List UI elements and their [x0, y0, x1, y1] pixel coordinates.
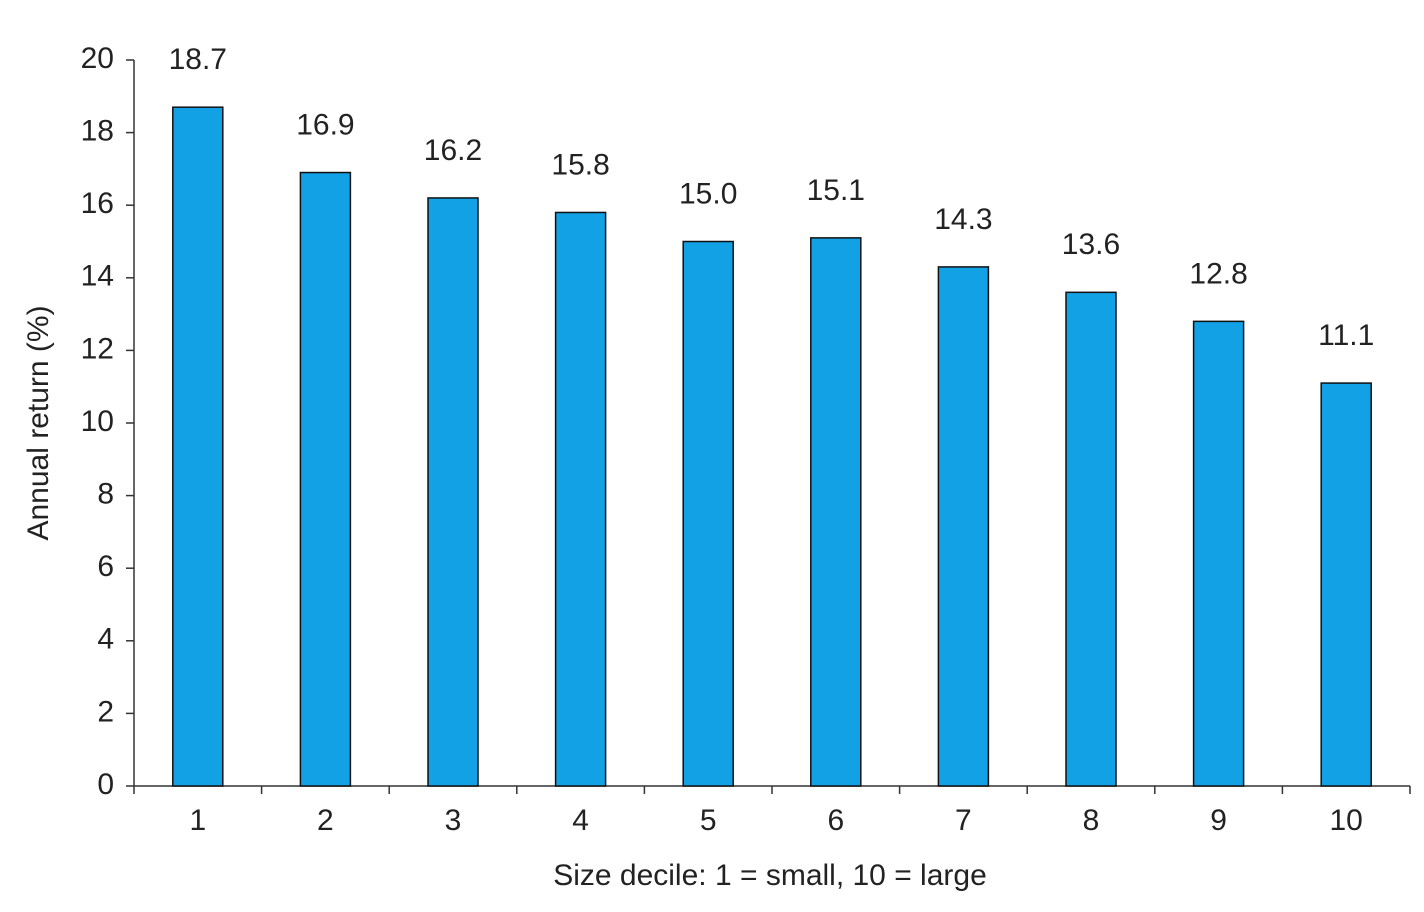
bar — [172, 106, 224, 787]
bar — [1192, 320, 1245, 787]
y-tick-label: 2 — [97, 695, 114, 728]
value-label: 16.9 — [296, 108, 354, 141]
value-label: 12.8 — [1189, 257, 1247, 290]
x-tick-label: 4 — [572, 804, 589, 837]
y-tick-label: 18 — [81, 115, 114, 148]
x-tick-label: 7 — [955, 804, 972, 837]
x-tick-label: 5 — [700, 804, 717, 837]
value-label: 15.8 — [551, 148, 609, 181]
bar — [427, 197, 479, 787]
value-label: 18.7 — [169, 43, 227, 76]
x-axis-label: Size decile: 1 = small, 10 = large — [553, 859, 987, 892]
y-tick-label: 6 — [97, 550, 114, 583]
bar — [1320, 382, 1372, 787]
y-tick-label: 12 — [81, 332, 114, 365]
x-tick-label: 6 — [827, 804, 844, 837]
value-label: 15.1 — [807, 174, 865, 207]
y-axis-label: Annual return (%) — [22, 305, 55, 540]
x-tick-label: 1 — [189, 804, 206, 837]
value-label: 14.3 — [934, 203, 992, 236]
y-tick-label: 0 — [97, 768, 114, 801]
y-tick-label: 16 — [81, 187, 114, 220]
bar — [937, 266, 990, 787]
value-label: 16.2 — [424, 134, 482, 167]
x-tick-label: 10 — [1330, 804, 1363, 837]
y-tick-label: 10 — [81, 405, 114, 438]
x-tick-label: 2 — [317, 804, 334, 837]
bar — [682, 240, 734, 787]
bar — [810, 237, 862, 787]
value-label: 15.0 — [679, 177, 737, 210]
value-label: 13.6 — [1062, 228, 1120, 261]
x-tick-label: 9 — [1210, 804, 1227, 837]
y-tick-label: 14 — [81, 260, 114, 293]
bar — [299, 171, 352, 787]
y-tick-label: 4 — [97, 623, 114, 656]
y-tick-label: 8 — [97, 478, 114, 511]
bar — [554, 211, 607, 787]
x-tick-label: 3 — [445, 804, 462, 837]
value-label: 11.1 — [1318, 319, 1374, 352]
y-tick-label: 20 — [81, 42, 114, 75]
bar — [1065, 291, 1117, 787]
x-tick-label: 8 — [1083, 804, 1100, 837]
